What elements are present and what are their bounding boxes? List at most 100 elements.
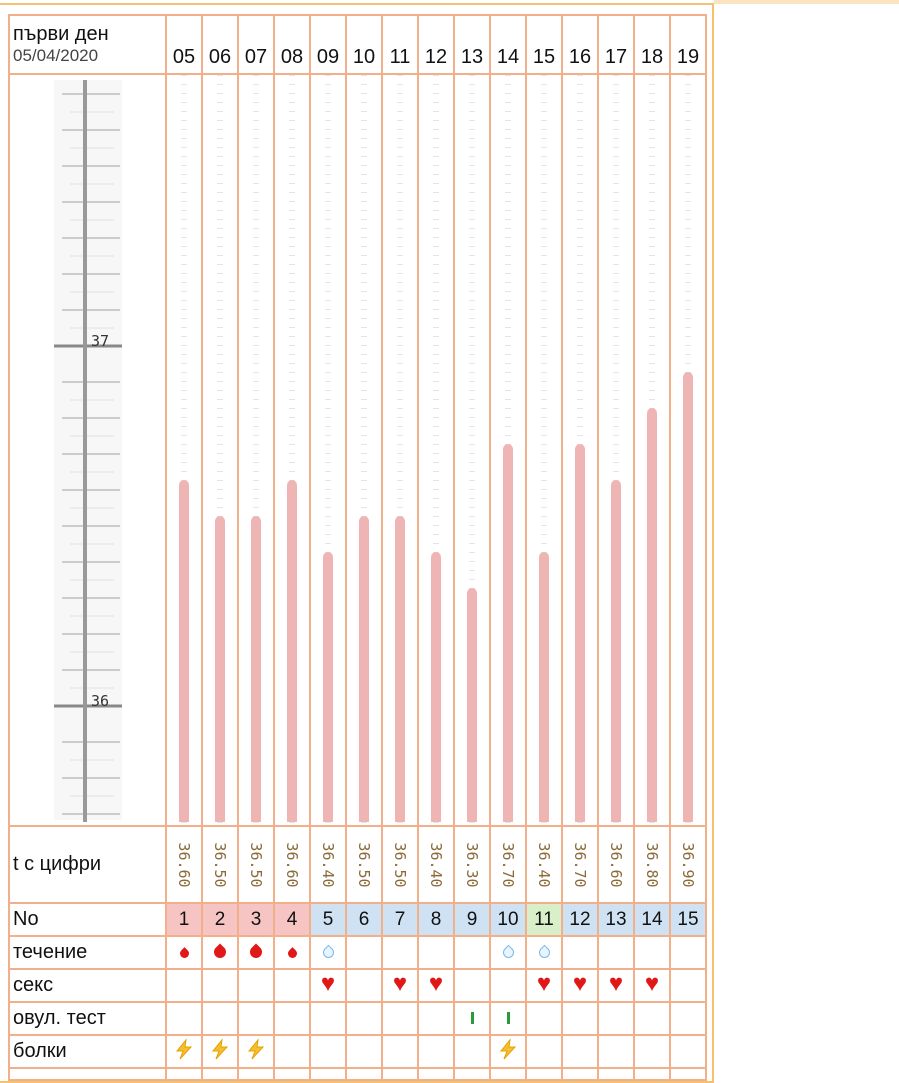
sex-cell[interactable]: ♥ — [633, 968, 671, 1003]
day-header[interactable]: 07 — [237, 14, 275, 75]
flow-cell[interactable] — [165, 935, 203, 970]
day-column[interactable] — [669, 73, 707, 827]
day-header[interactable]: 08 — [273, 14, 311, 75]
day-header[interactable]: 18 — [633, 14, 671, 75]
day-column[interactable] — [381, 73, 419, 827]
day-column[interactable] — [561, 73, 599, 827]
flow-cell[interactable] — [597, 935, 635, 970]
pain-cell[interactable] — [669, 1034, 707, 1069]
flow-cell[interactable] — [417, 935, 455, 970]
cycle-day-number[interactable]: 5 — [309, 902, 347, 937]
flow-cell[interactable] — [201, 935, 239, 970]
cycle-day-number[interactable]: 7 — [381, 902, 419, 937]
temp-bar[interactable] — [431, 552, 441, 822]
temp-bar[interactable] — [215, 516, 225, 822]
temp-bar[interactable] — [251, 516, 261, 822]
ovtest-cell[interactable] — [237, 1001, 275, 1036]
day-header[interactable]: 11 — [381, 14, 419, 75]
temp-bar[interactable] — [323, 552, 333, 822]
sex-cell[interactable]: ♥ — [309, 968, 347, 1003]
day-column[interactable] — [633, 73, 671, 827]
flow-cell[interactable] — [381, 935, 419, 970]
cycle-day-number[interactable]: 3 — [237, 902, 275, 937]
day-column[interactable] — [165, 73, 203, 827]
pain-cell[interactable] — [597, 1034, 635, 1069]
cycle-day-number[interactable]: 8 — [417, 902, 455, 937]
ovtest-cell[interactable] — [669, 1001, 707, 1036]
flow-cell[interactable] — [489, 935, 527, 970]
ovtest-cell[interactable] — [597, 1001, 635, 1036]
day-column[interactable] — [345, 73, 383, 827]
temp-bar[interactable] — [395, 516, 405, 822]
ovtest-cell[interactable] — [309, 1001, 347, 1036]
sex-cell[interactable]: ♥ — [561, 968, 599, 1003]
day-header[interactable]: 13 — [453, 14, 491, 75]
flow-cell[interactable] — [633, 935, 671, 970]
day-header[interactable]: 06 — [201, 14, 239, 75]
temp-bar[interactable] — [611, 480, 621, 822]
ovtest-cell[interactable] — [633, 1001, 671, 1036]
pain-cell[interactable] — [453, 1034, 491, 1069]
day-column[interactable] — [309, 73, 347, 827]
ovtest-cell[interactable] — [273, 1001, 311, 1036]
day-column[interactable] — [525, 73, 563, 827]
sex-cell[interactable] — [237, 968, 275, 1003]
sex-cell[interactable] — [669, 968, 707, 1003]
cycle-day-number[interactable]: 14 — [633, 902, 671, 937]
flow-cell[interactable] — [273, 935, 311, 970]
day-column[interactable] — [417, 73, 455, 827]
pain-cell[interactable] — [489, 1034, 527, 1069]
flow-cell[interactable] — [525, 935, 563, 970]
ovtest-cell[interactable] — [417, 1001, 455, 1036]
sex-cell[interactable] — [453, 968, 491, 1003]
flow-cell[interactable] — [237, 935, 275, 970]
day-column[interactable] — [237, 73, 275, 827]
day-column[interactable] — [273, 73, 311, 827]
pain-cell[interactable] — [633, 1034, 671, 1069]
temp-bar[interactable] — [539, 552, 549, 822]
ovtest-cell[interactable] — [489, 1001, 527, 1036]
day-column[interactable] — [453, 73, 491, 827]
pain-cell[interactable] — [381, 1034, 419, 1069]
cycle-day-number[interactable]: 13 — [597, 902, 635, 937]
sex-cell[interactable]: ♥ — [417, 968, 455, 1003]
pain-cell[interactable] — [525, 1034, 563, 1069]
cycle-day-number[interactable]: 9 — [453, 902, 491, 937]
day-header[interactable]: 05 — [165, 14, 203, 75]
ovtest-cell[interactable] — [525, 1001, 563, 1036]
day-column[interactable] — [201, 73, 239, 827]
ovtest-cell[interactable] — [165, 1001, 203, 1036]
cycle-day-number[interactable]: 4 — [273, 902, 311, 937]
cycle-day-number[interactable]: 1 — [165, 902, 203, 937]
pain-cell[interactable] — [165, 1034, 203, 1069]
flow-cell[interactable] — [453, 935, 491, 970]
day-header[interactable]: 17 — [597, 14, 635, 75]
temp-bar[interactable] — [575, 444, 585, 822]
temp-bar[interactable] — [467, 588, 477, 822]
day-header[interactable]: 10 — [345, 14, 383, 75]
ovtest-cell[interactable] — [561, 1001, 599, 1036]
pain-cell[interactable] — [561, 1034, 599, 1069]
sex-cell[interactable]: ♥ — [525, 968, 563, 1003]
day-header[interactable]: 14 — [489, 14, 527, 75]
pain-cell[interactable] — [201, 1034, 239, 1069]
cycle-day-number[interactable]: 10 — [489, 902, 527, 937]
cycle-day-number[interactable]: 11 — [525, 902, 563, 937]
day-header[interactable]: 15 — [525, 14, 563, 75]
flow-cell[interactable] — [669, 935, 707, 970]
sex-cell[interactable] — [273, 968, 311, 1003]
day-column[interactable] — [597, 73, 635, 827]
ovtest-cell[interactable] — [345, 1001, 383, 1036]
cycle-day-number[interactable]: 12 — [561, 902, 599, 937]
temp-bar[interactable] — [359, 516, 369, 822]
pain-cell[interactable] — [345, 1034, 383, 1069]
temp-bar[interactable] — [647, 408, 657, 822]
flow-cell[interactable] — [309, 935, 347, 970]
temp-bar[interactable] — [287, 480, 297, 822]
cycle-day-number[interactable]: 15 — [669, 902, 707, 937]
day-header[interactable]: 09 — [309, 14, 347, 75]
sex-cell[interactable]: ♥ — [381, 968, 419, 1003]
temp-bar[interactable] — [683, 372, 693, 822]
sex-cell[interactable] — [345, 968, 383, 1003]
ovtest-cell[interactable] — [201, 1001, 239, 1036]
